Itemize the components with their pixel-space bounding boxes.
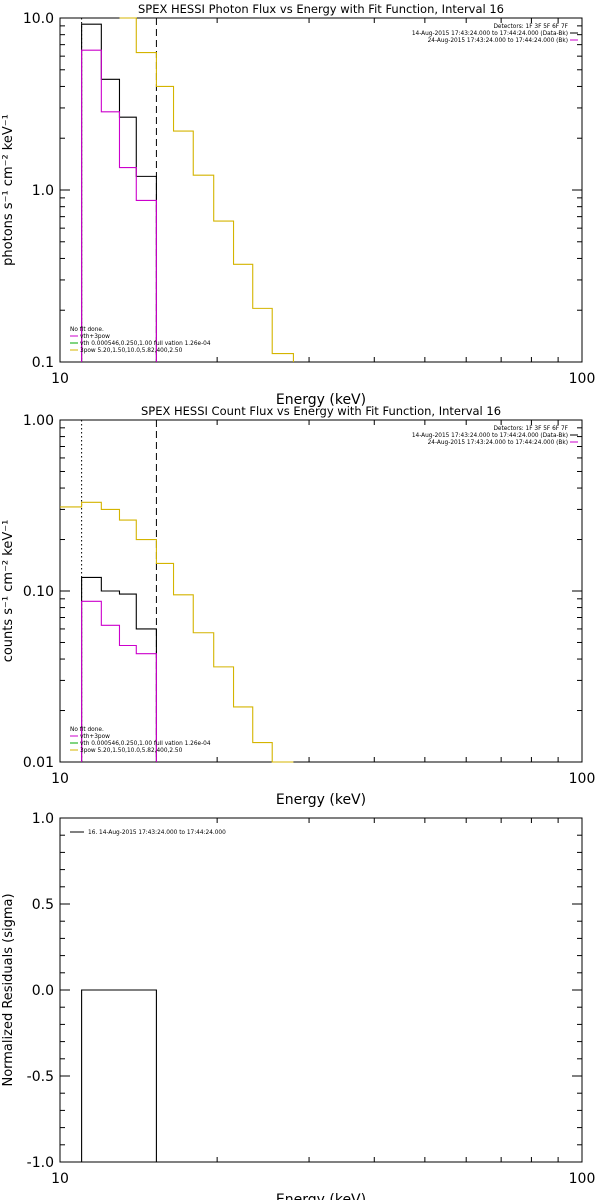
legend-entry: 3pow 5.20,1.50,10.0,5.82,400,2.50	[80, 748, 183, 754]
plot-frame	[59, 419, 583, 763]
legend-entry: 3pow 5.20,1.50,10.0,5.82,400,2.50	[80, 348, 183, 354]
y-tick-label: 0.01	[23, 755, 54, 771]
series-line-1	[81, 49, 157, 362]
y-tick-label: 0.10	[23, 584, 54, 600]
x-tick-label: 10	[51, 771, 69, 787]
y-tick-label: -1.0	[27, 1155, 54, 1171]
chart-title: SPEX HESSI Count Flux vs Energy with Fit…	[141, 404, 501, 418]
legend-entry: No fit done.	[70, 327, 104, 333]
x-tick-label: 10	[51, 1171, 69, 1187]
info-line: 24-Aug-2015 17:43:24.000 to 17:44:24.000…	[428, 38, 568, 44]
y-tick-label: 10.0	[23, 11, 54, 27]
x-axis-label: Energy (keV)	[276, 392, 366, 408]
series-line-1	[81, 600, 157, 762]
y-axis-label: Normalized Residuals (sigma)	[1, 893, 16, 1086]
x-tick-label: 10	[51, 371, 69, 387]
info-line: Detectors: 1F 3F 5F 6F 7F	[493, 426, 568, 432]
legend-entry: vth+3pow	[80, 734, 110, 740]
chart-count: SPEX HESSI Count Flux vs Energy with Fit…	[1, 404, 595, 808]
y-tick-label: 0.1	[32, 355, 54, 371]
y-tick-label: 1.00	[23, 413, 54, 429]
info-line: 14-Aug-2015 17:43:24.000 to 17:44:24.000…	[412, 433, 568, 439]
series-line-0	[81, 989, 157, 1162]
legend-entry: vth 0.000546,0.250,1.00 full vation 1.26…	[80, 341, 211, 347]
info-line: 24-Aug-2015 17:43:24.000 to 17:44:24.000…	[428, 440, 568, 446]
y-tick-label: -0.5	[27, 1069, 54, 1085]
x-axis-label: Energy (keV)	[276, 1192, 366, 1200]
chart-resid: 10 100 -1.0 -0.5 0.0 0.5 1.0 Energy (keV) Normal…	[1, 811, 595, 1200]
series-line-0	[81, 576, 157, 762]
legend-entry: vth+3pow	[80, 334, 110, 340]
y-tick-label: 1.0	[32, 183, 54, 199]
series-line-2	[60, 501, 294, 763]
series-line-0	[81, 23, 157, 362]
info-line: Detectors: 1F 3F 5F 6F 7F	[493, 24, 568, 30]
x-axis-label: Energy (keV)	[276, 792, 366, 808]
y-tick-label: 1.0	[32, 811, 54, 827]
plot-frame	[59, 17, 583, 363]
y-axis-label: photons s⁻¹ cm⁻² keV⁻¹	[1, 114, 16, 266]
x-tick-label: 100	[569, 771, 596, 787]
y-axis-label: counts s⁻¹ cm⁻² keV⁻¹	[1, 520, 16, 663]
chart-title: SPEX HESSI Photon Flux vs Energy with Fi…	[138, 2, 504, 16]
series-line-2	[119, 17, 294, 362]
info-line: 14-Aug-2015 17:43:24.000 to 17:44:24.000…	[412, 31, 568, 37]
chart-photon: SPEX HESSI Photon Flux vs Energy with Fi…	[1, 2, 595, 408]
legend-entry: vth 0.000546,0.250,1.00 full vation 1.26…	[80, 741, 211, 747]
legend-entry: 16. 14-Aug-2015 17:43:24.000 to 17:44:24…	[88, 830, 226, 836]
y-tick-label: 0.5	[32, 897, 54, 913]
x-tick-label: 100	[569, 371, 596, 387]
legend-entry: No fit done.	[70, 727, 104, 733]
x-tick-label: 100	[569, 1171, 596, 1187]
y-tick-label: 0.0	[32, 983, 54, 999]
